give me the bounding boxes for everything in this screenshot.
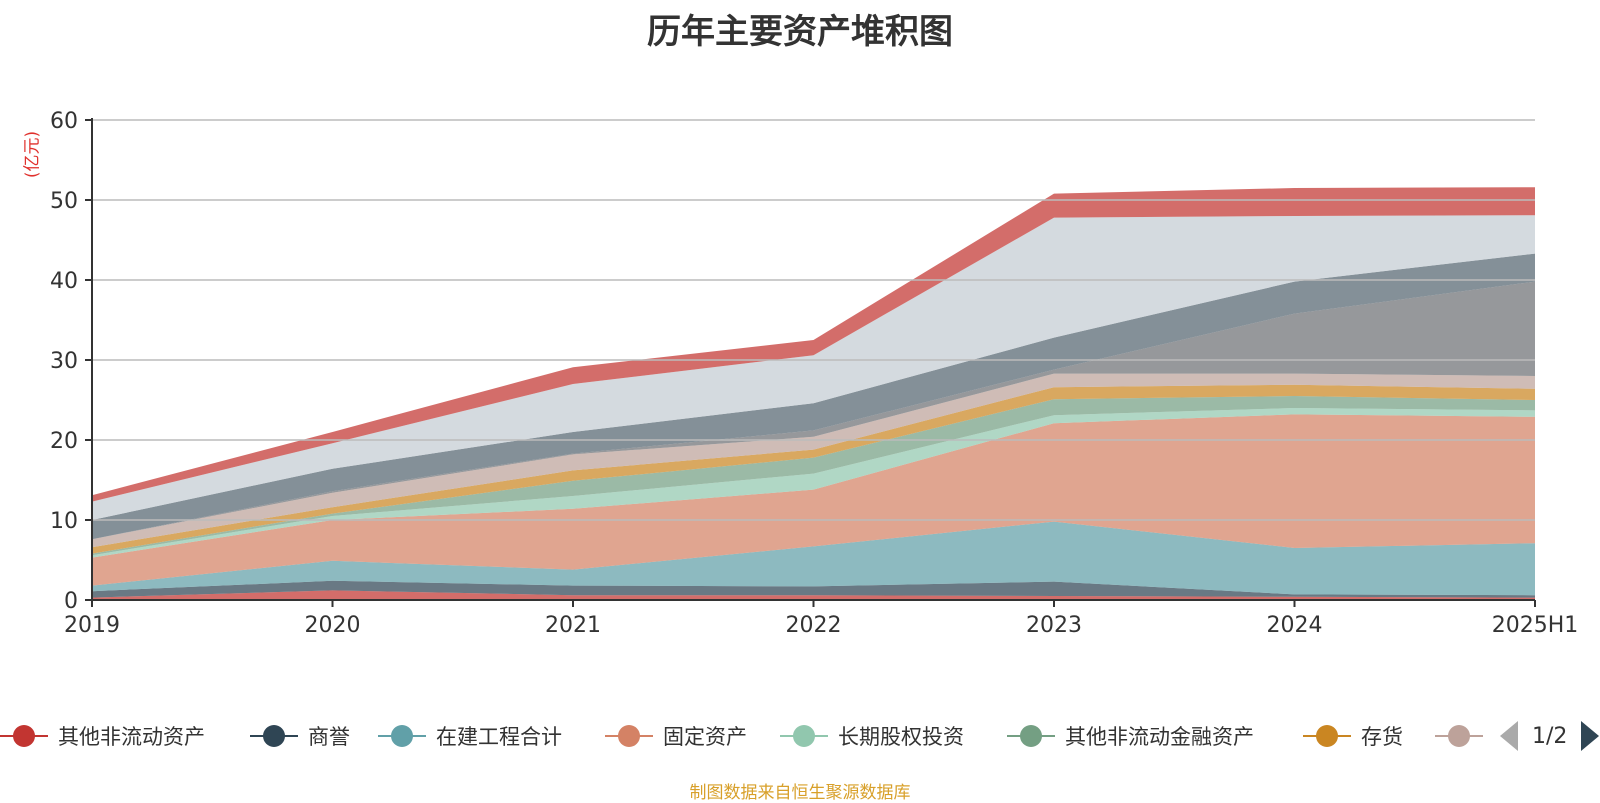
y-tick-label-4: 40 — [50, 269, 78, 294]
area-series-2 — [92, 521, 1535, 596]
legend-swatch-icon — [1435, 718, 1483, 754]
legend-pager: 1/2 — [1500, 716, 1600, 756]
y-tick-label-0: 0 — [64, 589, 78, 614]
legend-next-page-icon[interactable] — [1581, 721, 1600, 751]
y-tick-label-3: 30 — [50, 349, 78, 374]
legend-item-5[interactable]: 其他非流动金融资产 — [1007, 718, 1254, 754]
legend-item-0[interactable]: 其他非流动资产 — [0, 718, 205, 754]
area-series-3 — [92, 414, 1535, 586]
legend-label: 在建工程合计 — [436, 725, 562, 749]
x-tick-label-6: 2025H1 — [1492, 613, 1579, 638]
y-tick-label-1: 10 — [50, 509, 78, 534]
legend-page-indicator: 1/2 — [1532, 723, 1568, 749]
y-tick-label-2: 20 — [50, 429, 78, 454]
legend-swatch-icon — [0, 718, 48, 754]
legend-label: 固定资产 — [663, 725, 747, 749]
x-tick-label-2: 2021 — [545, 613, 601, 638]
legend-swatch-icon — [250, 718, 298, 754]
legend-item-7[interactable] — [1435, 718, 1483, 754]
x-tick-label-3: 2022 — [786, 613, 842, 638]
y-tick-label-6: 60 — [50, 109, 78, 134]
legend-item-1[interactable]: 商誉 — [250, 718, 350, 754]
legend-swatch-icon — [378, 718, 426, 754]
legend-prev-page-icon[interactable] — [1500, 721, 1518, 751]
legend-label: 商誉 — [308, 725, 350, 749]
y-tick-label-5: 50 — [50, 189, 78, 214]
area-series-1 — [92, 580, 1535, 598]
legend-item-2[interactable]: 在建工程合计 — [378, 718, 562, 754]
legend-swatch-icon — [605, 718, 653, 754]
legend-item-6[interactable]: 存货 — [1303, 718, 1403, 754]
x-tick-label-4: 2023 — [1026, 613, 1082, 638]
x-tick-label-5: 2024 — [1267, 613, 1323, 638]
legend-swatch-icon — [1007, 718, 1055, 754]
area-series-10 — [92, 215, 1535, 520]
area-series-9 — [92, 253, 1535, 540]
legend-swatch-icon — [1303, 718, 1351, 754]
legend-label: 其他非流动资产 — [58, 725, 205, 749]
x-tick-label-0: 2019 — [64, 613, 120, 638]
area-series-4 — [92, 408, 1535, 558]
area-series-11 — [92, 187, 1535, 502]
legend-label: 长期股权投资 — [838, 725, 964, 749]
data-source-note: 制图数据来自恒生聚源数据库 — [689, 783, 911, 803]
x-tick-label-1: 2020 — [305, 613, 361, 638]
chart-title: 历年主要资产堆积图 — [647, 12, 953, 52]
legend-label: 其他非流动金融资产 — [1065, 725, 1254, 749]
legend-swatch-icon — [780, 718, 828, 754]
area-series-8 — [92, 281, 1535, 540]
legend-label: 存货 — [1361, 725, 1403, 749]
legend-item-4[interactable]: 长期股权投资 — [780, 718, 964, 754]
legend-item-3[interactable]: 固定资产 — [605, 718, 747, 754]
